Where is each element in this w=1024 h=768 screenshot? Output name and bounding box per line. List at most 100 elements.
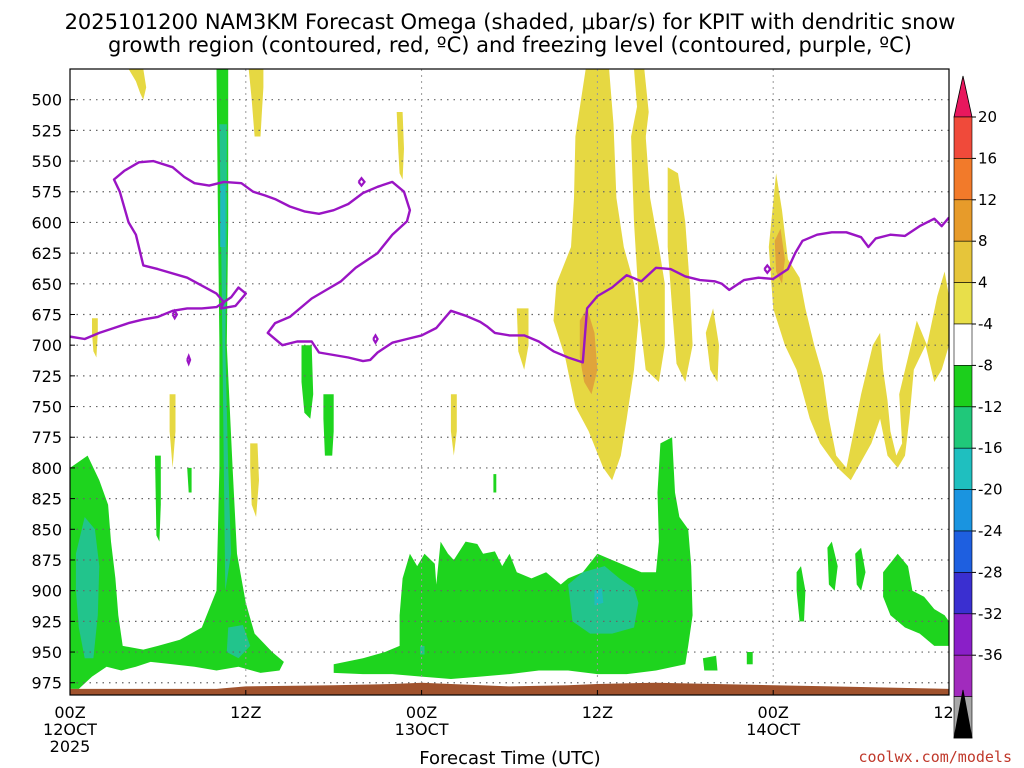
x-tick-label-0-2: 12OCT [43,720,97,739]
colorbar-segment-9 [953,489,973,532]
y-tick-label-825: 825 [31,490,62,509]
x-tick-label-4-1: 00Z [758,703,789,722]
x-tick-label-0-3: 2025 [50,737,91,756]
colorbar-label-2: 12 [978,191,997,209]
omega-region-green-18 [187,467,192,493]
colorbar-segment-0 [953,116,973,159]
colorbar-bottom-triangle [953,689,973,739]
y-tick-label-800: 800 [31,459,62,478]
colorbar-label-9: -20 [978,481,1003,499]
x-tick-label-2-2: 13OCT [395,720,449,739]
y-tick-label-925: 925 [31,612,62,631]
omega-region-teal-31 [226,625,251,659]
plot-frame [69,68,950,696]
colorbar-label-1: 16 [978,149,997,167]
omega-region-yellow-0 [128,69,147,100]
colorbar-segment-3 [953,240,973,283]
y-tick-label-775: 775 [31,428,62,447]
colorbar-label-7: -12 [978,398,1003,416]
colorbar-segment-11 [953,572,973,615]
omega-region-teal-33 [420,645,425,655]
omega-region-cyan-34 [220,185,226,247]
colorbar-segment-8 [953,447,973,490]
colorbar-segment-7 [953,406,973,449]
omega-region-green-17 [155,455,161,542]
colorbar-label-12: -32 [978,605,1003,623]
freezing-level-island-0 [171,308,179,321]
colorbar-label-6: -8 [978,356,993,374]
colorbar-label-8: -16 [978,439,1003,457]
freezing-level-island-2 [357,176,366,188]
omega-region-teal-32 [568,566,639,634]
y-tick-label-650: 650 [31,275,62,294]
omega-region-green-23 [702,655,718,671]
x-tick-label-3-1: 12Z [582,703,613,722]
omega-region-green-21 [493,474,497,493]
y-tick-label-875: 875 [31,551,62,570]
y-tick-label-975: 975 [31,674,62,693]
grid-layer [70,69,949,695]
omega-region-yellow-9 [631,99,665,382]
y-tick-label-675: 675 [31,305,62,324]
y-tick-label-500: 500 [31,91,62,110]
omega-region-green-26 [827,541,838,591]
colorbar-top-triangle [953,75,973,118]
y-tick-label-575: 575 [31,183,62,202]
omega-region-teal-30 [75,517,100,659]
y-tick-label-600: 600 [31,213,62,232]
colorbar-label-11: -28 [978,563,1003,581]
y-tick-label-950: 950 [31,643,62,662]
y-tick-label-550: 550 [31,152,62,171]
y-tick-label-750: 750 [31,398,62,417]
freezing-level-island-1 [186,353,192,367]
omega-region-green-25 [796,566,806,622]
colorbar-label-0: 20 [978,108,997,126]
x-tick-label-4-2: 14OCT [746,720,800,739]
colorbar-label-13: -36 [978,646,1003,664]
colorbar-segment-2 [953,199,973,242]
colorbar-label-4: 4 [978,274,988,292]
omega-region-green-24 [746,652,753,665]
terrain-band [70,682,949,695]
chart-title-line2: growth region (contoured, red, ºC) and f… [108,33,912,57]
omega-region-yellow-2 [92,318,98,358]
omega-region-yellow-8 [553,69,639,481]
freezing-level-contour [70,159,949,364]
omega-region-yellow-5 [396,112,404,180]
colorbar-segment-5 [953,323,973,366]
x-tick-label-1-1: 12Z [230,703,261,722]
colorbar-segment-10 [953,530,973,573]
freezing-level-island-3 [372,333,379,345]
omega-region-cyan-35 [594,588,604,606]
y-axis: 500 525 550 575 600 625 650 675 700 725 750 775 800 8… [31,91,75,693]
chart-title-line1: 2025101200 NAM3KM Forecast Omega (shaded… [65,10,956,34]
omega-region-yellow-3 [169,394,176,468]
omega-region-green-28 [883,553,949,646]
y-tick-label-900: 900 [31,582,62,601]
colorbar-legend: 20 16 12 8 4 -4 -8 -12 -16 -20 -24 -28 -32 -36 [953,75,1003,739]
x-tick-label-0-1: 00Z [54,703,85,722]
omega-region-yellow-12 [705,308,719,382]
omega-region-yellow-11 [634,69,649,149]
omega-region-yellow-6 [450,394,457,456]
freezing-level-layer [70,159,949,367]
colorbar-label-3: 8 [978,232,988,250]
x-tick-label-2-1: 00Z [406,703,437,722]
y-tick-label-725: 725 [31,367,62,386]
omega-region-green-20 [323,394,334,456]
colorbar-label-5: -4 [978,315,993,333]
x-axis-title: Forecast Time (UTC) [419,748,600,768]
y-tick-label-625: 625 [31,244,62,263]
colorbar-segment-6 [953,365,973,408]
omega-region-yellow-1 [248,69,264,137]
omega-region-yellow-7 [516,308,529,370]
y-tick-label-700: 700 [31,336,62,355]
omega-region-green-19 [301,345,314,419]
colorbar-label-10: -24 [978,522,1003,540]
terrain-layer [70,682,949,695]
plot-area [70,69,949,695]
omega-region-green-27 [855,547,866,591]
colorbar-segment-4 [953,282,973,325]
credit-text: coolwx.com/models [858,748,1012,766]
